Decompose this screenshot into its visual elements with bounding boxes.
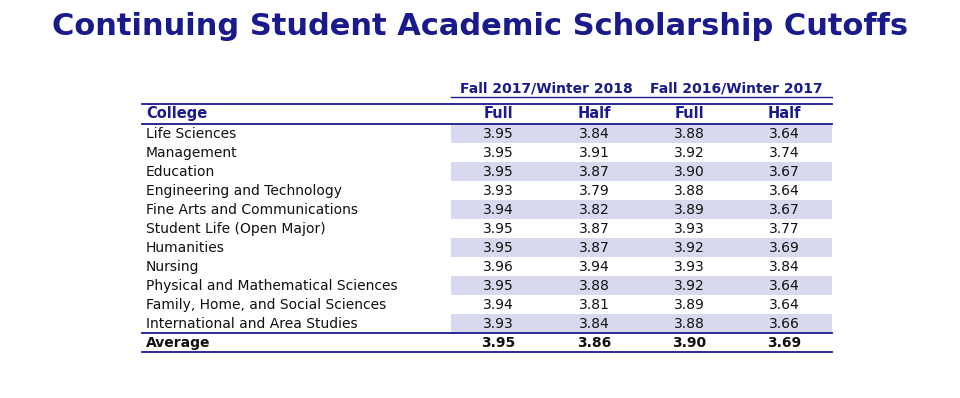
Text: 3.84: 3.84 [579, 317, 610, 331]
Text: 3.95: 3.95 [483, 222, 514, 236]
Bar [451, 295, 832, 314]
Text: 3.92: 3.92 [674, 241, 705, 255]
Text: Fine Arts and Communications: Fine Arts and Communications [146, 203, 358, 217]
Text: 3.66: 3.66 [769, 317, 800, 331]
Text: 3.90: 3.90 [672, 336, 707, 350]
Text: 3.95: 3.95 [483, 165, 514, 179]
Text: 3.69: 3.69 [767, 336, 802, 350]
Text: 3.64: 3.64 [769, 279, 800, 293]
Text: 3.84: 3.84 [769, 260, 800, 274]
Text: Nursing: Nursing [146, 260, 200, 274]
Text: 3.77: 3.77 [769, 222, 800, 236]
Text: 3.95: 3.95 [483, 279, 514, 293]
Text: 3.89: 3.89 [674, 203, 705, 217]
Text: 3.92: 3.92 [674, 279, 705, 293]
Bar [451, 143, 832, 162]
Text: 3.64: 3.64 [769, 127, 800, 141]
Text: Average: Average [146, 336, 210, 350]
Bar [451, 314, 832, 334]
Bar [451, 258, 832, 276]
Text: 3.94: 3.94 [483, 298, 514, 312]
Text: 3.94: 3.94 [483, 203, 514, 217]
Text: International and Area Studies: International and Area Studies [146, 317, 358, 331]
Text: 3.93: 3.93 [483, 184, 514, 198]
Text: 3.69: 3.69 [769, 241, 800, 255]
Text: Life Sciences: Life Sciences [146, 127, 236, 141]
Text: 3.67: 3.67 [769, 203, 800, 217]
Text: 3.87: 3.87 [579, 241, 610, 255]
Text: 3.86: 3.86 [577, 336, 612, 350]
Bar [451, 276, 832, 295]
Bar [451, 124, 832, 143]
Text: 3.64: 3.64 [769, 298, 800, 312]
Text: Continuing Student Academic Scholarship Cutoffs: Continuing Student Academic Scholarship … [52, 12, 908, 41]
Text: Full: Full [674, 106, 704, 121]
Text: Humanities: Humanities [146, 241, 225, 255]
Text: College: College [146, 106, 207, 121]
Text: 3.90: 3.90 [674, 165, 705, 179]
Text: 3.95: 3.95 [483, 127, 514, 141]
Text: 3.95: 3.95 [483, 241, 514, 255]
Text: 3.96: 3.96 [483, 260, 515, 274]
Text: 3.95: 3.95 [482, 336, 516, 350]
Bar [451, 219, 832, 238]
Text: 3.67: 3.67 [769, 165, 800, 179]
Text: 3.88: 3.88 [674, 184, 705, 198]
Text: Physical and Mathematical Sciences: Physical and Mathematical Sciences [146, 279, 397, 293]
Text: 3.87: 3.87 [579, 222, 610, 236]
Text: 3.84: 3.84 [579, 127, 610, 141]
Text: Education: Education [146, 165, 215, 179]
Text: 3.88: 3.88 [674, 317, 705, 331]
Text: 3.81: 3.81 [579, 298, 610, 312]
Text: 3.95: 3.95 [483, 146, 514, 160]
Text: 3.88: 3.88 [674, 127, 705, 141]
Text: 3.93: 3.93 [674, 260, 705, 274]
Text: Fall 2017/Winter 2018: Fall 2017/Winter 2018 [460, 81, 633, 95]
Text: Full: Full [484, 106, 514, 121]
Text: Half: Half [577, 106, 611, 121]
Text: 3.89: 3.89 [674, 298, 705, 312]
Bar [451, 162, 832, 181]
Bar [451, 181, 832, 200]
Text: 3.74: 3.74 [769, 146, 800, 160]
Text: 3.93: 3.93 [483, 317, 514, 331]
Text: Half: Half [768, 106, 802, 121]
Text: Fall 2016/Winter 2017: Fall 2016/Winter 2017 [651, 81, 823, 95]
Bar [451, 238, 832, 258]
Text: 3.64: 3.64 [769, 184, 800, 198]
Text: Management: Management [146, 146, 238, 160]
Text: 3.94: 3.94 [579, 260, 610, 274]
Text: Student Life (Open Major): Student Life (Open Major) [146, 222, 325, 236]
Text: 3.82: 3.82 [579, 203, 610, 217]
Text: 3.79: 3.79 [579, 184, 610, 198]
Text: Engineering and Technology: Engineering and Technology [146, 184, 342, 198]
Bar [451, 200, 832, 219]
Text: 3.87: 3.87 [579, 165, 610, 179]
Text: 3.92: 3.92 [674, 146, 705, 160]
Text: 3.91: 3.91 [579, 146, 610, 160]
Text: 3.88: 3.88 [579, 279, 610, 293]
Text: 3.93: 3.93 [674, 222, 705, 236]
Text: Family, Home, and Social Sciences: Family, Home, and Social Sciences [146, 298, 386, 312]
